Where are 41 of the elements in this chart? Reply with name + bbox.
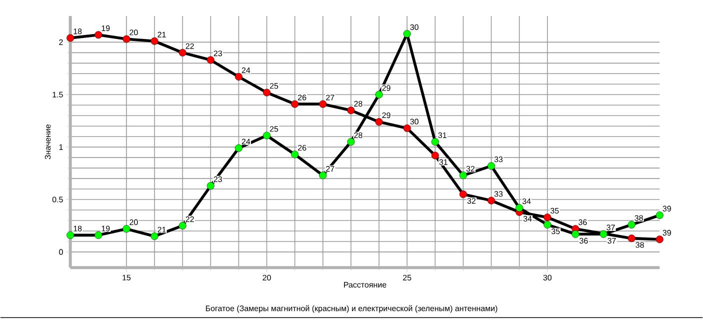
point [600, 230, 608, 238]
point [291, 100, 299, 108]
point [628, 234, 636, 242]
point [150, 232, 158, 240]
point [403, 30, 411, 38]
point [431, 138, 439, 146]
point [656, 212, 664, 220]
point [544, 214, 552, 222]
point [66, 232, 74, 240]
point [656, 236, 664, 244]
point [234, 73, 242, 81]
point [150, 38, 158, 46]
point [94, 31, 102, 39]
point [459, 190, 467, 198]
point [628, 221, 636, 229]
point [488, 162, 496, 170]
point [178, 49, 186, 57]
point [347, 106, 355, 114]
point [234, 144, 242, 152]
point [263, 132, 271, 140]
point [431, 152, 439, 160]
point [263, 88, 271, 96]
point [178, 222, 186, 230]
point [206, 56, 214, 64]
point [94, 232, 102, 240]
point [459, 172, 467, 180]
point [375, 118, 383, 126]
point [291, 150, 299, 158]
point [516, 204, 524, 212]
point [319, 100, 327, 108]
point [488, 197, 496, 204]
point [375, 91, 383, 99]
point [206, 182, 214, 190]
point [66, 34, 74, 42]
point [122, 225, 130, 233]
point [572, 230, 580, 238]
point [347, 138, 355, 146]
point [122, 35, 130, 43]
point [319, 172, 327, 180]
point [403, 124, 411, 132]
point [544, 221, 552, 229]
